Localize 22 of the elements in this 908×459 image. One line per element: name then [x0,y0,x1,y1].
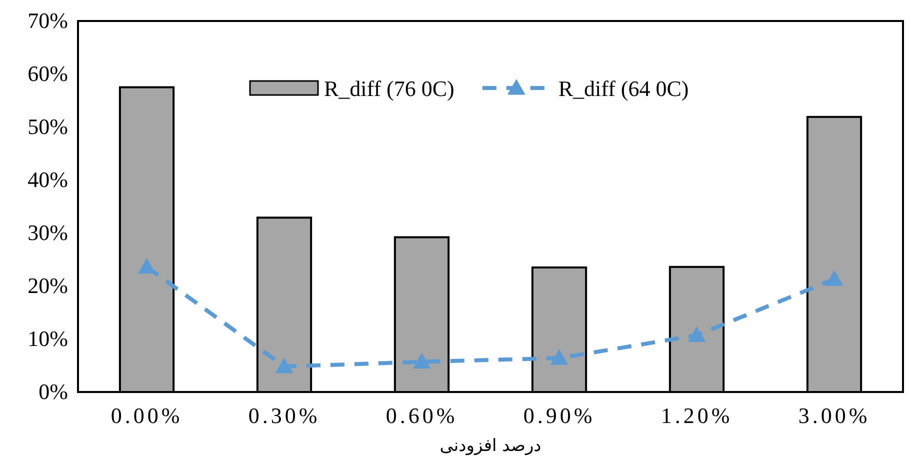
point [688,326,706,342]
y-tick-label: 60% [28,61,68,86]
point [275,358,294,374]
point [550,349,568,365]
x-tick-label: 1.20% [660,403,733,428]
y-tick-label: 50% [28,114,68,139]
y-tick-label: 40% [28,167,68,192]
x-tick-label: 0.60% [386,403,458,428]
point [825,270,844,286]
y-tick-label: 20% [28,273,68,298]
legend-label: R_diff (64 0C) [558,76,689,101]
x-axis-title: درصد افزودنی [440,436,542,456]
y-tick-label: 70% [28,8,68,33]
x-tick-label: 0.90% [523,403,596,428]
legend-label: R_diff (76 0C) [324,76,454,101]
y-tick-label: 0% [38,379,68,404]
y-tick-label: 10% [28,326,68,351]
y-tick-label: 30% [28,220,68,245]
point [412,352,431,369]
x-tick-label: 3.00% [798,403,870,428]
x-tick-label: 0.00% [110,403,183,428]
x-tick-label: 0.30% [248,403,320,428]
